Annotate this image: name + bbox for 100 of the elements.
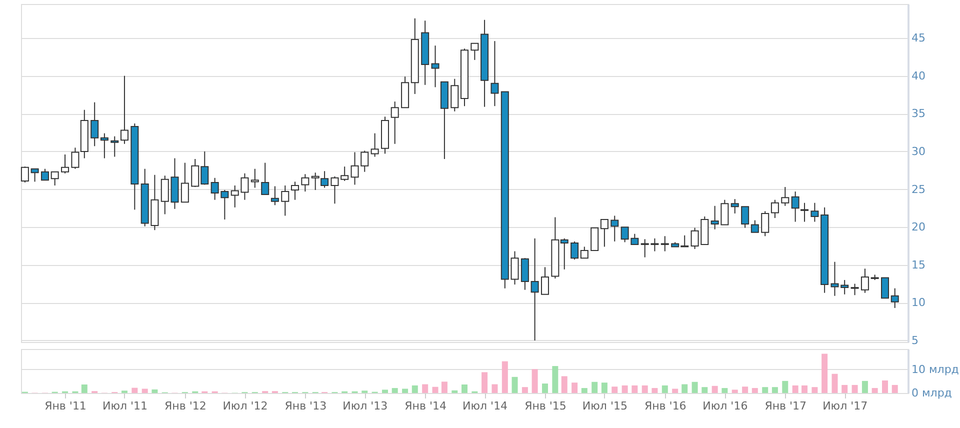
bar	[402, 388, 408, 393]
bar	[672, 388, 678, 393]
bar	[642, 385, 648, 393]
bar	[722, 388, 728, 393]
candlestick	[110, 136, 119, 158]
y-tick-label: 30	[912, 144, 926, 158]
y-tick-label: 40	[912, 69, 926, 82]
candlestick	[881, 277, 890, 299]
candlestick	[120, 75, 128, 144]
candlestick	[470, 42, 479, 60]
bar	[872, 388, 878, 393]
candlestick	[770, 199, 779, 218]
candlestick	[90, 102, 99, 147]
candlestick	[660, 236, 669, 252]
candlestick	[850, 283, 859, 296]
x-tick-label: Июл '12	[222, 400, 268, 412]
bar	[601, 382, 608, 393]
candlestick	[540, 266, 549, 295]
candlestick	[390, 101, 399, 144]
bar	[782, 380, 788, 393]
bar	[862, 380, 868, 393]
y-tick-label: 10 млрд	[912, 362, 960, 376]
candlestick	[290, 181, 299, 200]
bar	[452, 390, 458, 393]
candlestick	[530, 238, 539, 341]
bar	[662, 385, 668, 393]
candlestick	[781, 186, 790, 206]
candlestick	[450, 78, 459, 112]
bar	[132, 388, 138, 393]
candlestick	[281, 184, 290, 216]
bar	[652, 388, 658, 393]
candlestick	[810, 202, 819, 222]
candlestick	[860, 268, 869, 294]
candlestick	[520, 258, 529, 290]
bar	[752, 388, 758, 393]
bar	[762, 387, 768, 393]
candlestick	[180, 162, 189, 203]
y-tick-label: 10	[912, 296, 926, 310]
x-tick-label: Янв '14	[404, 400, 446, 412]
candlestick	[750, 220, 759, 233]
candlestick	[61, 154, 70, 174]
bar	[832, 374, 838, 393]
candlestick	[510, 250, 519, 286]
bar	[462, 384, 468, 393]
candlestick	[570, 240, 579, 260]
candlestick	[431, 45, 440, 88]
bar	[692, 382, 698, 393]
bar	[772, 387, 778, 393]
y-tick-label: 0 млрд	[912, 386, 952, 400]
bar	[802, 385, 808, 393]
bar	[572, 382, 578, 393]
candlestick	[270, 186, 279, 206]
y-tick-label: 15	[912, 258, 926, 272]
candlestick	[250, 168, 259, 188]
candlestick	[761, 210, 770, 237]
bar	[81, 384, 88, 393]
bar	[702, 387, 708, 393]
x-tick-label: Июл '13	[342, 400, 388, 412]
candlestick	[490, 40, 499, 107]
bar	[822, 354, 828, 393]
candlestick	[610, 215, 619, 242]
y-tick-label: 45	[912, 32, 926, 45]
bar	[412, 385, 418, 393]
bar	[512, 376, 518, 393]
bar	[502, 361, 508, 393]
y-tick-label: 20	[912, 220, 926, 234]
bar	[682, 384, 688, 393]
bar	[142, 388, 148, 393]
y-tick-label: 35	[912, 107, 926, 120]
candlestick	[890, 288, 899, 308]
candlestick	[261, 162, 270, 196]
candlestick	[730, 198, 739, 214]
bar	[632, 385, 638, 393]
bar	[432, 386, 438, 393]
x-tick-label: Янв '11	[44, 400, 86, 412]
bar	[492, 384, 498, 393]
candlestick	[600, 219, 608, 248]
bar	[532, 369, 538, 393]
bar	[622, 385, 628, 393]
candlestick	[830, 261, 839, 296]
candlestick	[800, 202, 809, 222]
bar	[382, 390, 388, 393]
x-tick-label: Июл '14	[462, 400, 508, 412]
candlestick	[20, 166, 29, 183]
bar	[581, 388, 588, 393]
bar	[852, 384, 858, 393]
bar	[742, 386, 748, 393]
bar	[552, 366, 558, 393]
bar	[522, 387, 528, 393]
bar	[482, 372, 488, 393]
bar	[712, 386, 718, 393]
candlestick	[340, 166, 349, 182]
candlestick	[330, 176, 339, 204]
bar	[392, 388, 398, 393]
candlestick	[100, 132, 108, 159]
bar	[152, 389, 158, 393]
x-tick-label: Июл '11	[102, 400, 148, 412]
bar	[812, 387, 818, 393]
candlestick	[580, 246, 588, 259]
candlestick	[840, 279, 849, 295]
